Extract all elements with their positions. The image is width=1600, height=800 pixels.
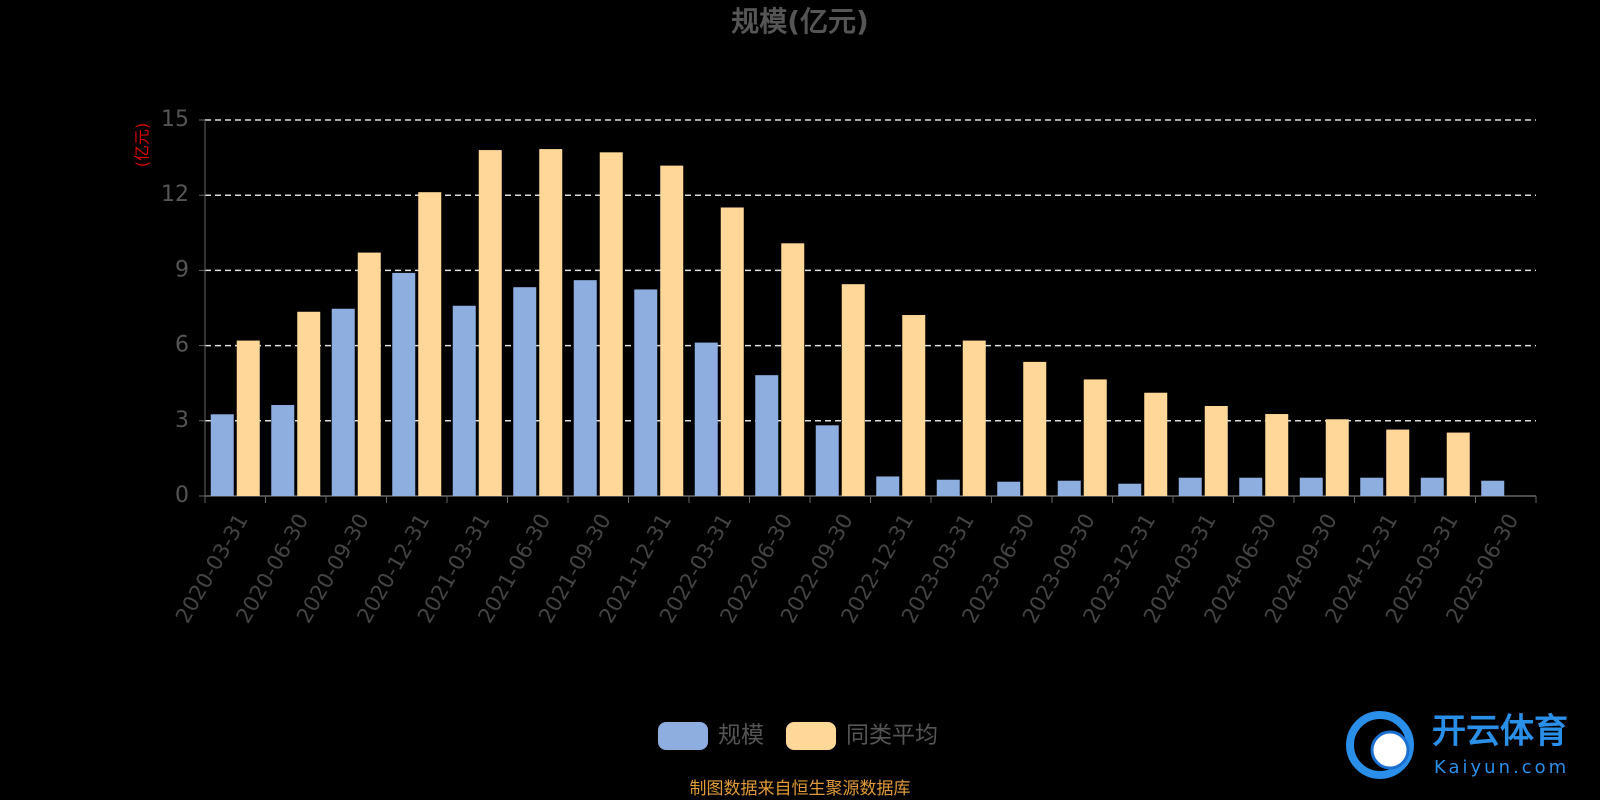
bar — [573, 280, 597, 496]
legend-label: 规模 — [718, 723, 764, 749]
bar — [478, 150, 502, 496]
bar — [599, 152, 623, 496]
y-axis-label: (亿元) — [133, 123, 152, 168]
bar — [1083, 379, 1107, 496]
bar — [418, 192, 442, 496]
bar — [1144, 392, 1168, 496]
bar — [1446, 432, 1470, 496]
bar — [1325, 419, 1349, 496]
bar — [1386, 429, 1410, 496]
chart-title: 规模(亿元) — [731, 5, 869, 38]
bar — [236, 340, 260, 496]
y-tick-label: 15 — [161, 107, 189, 132]
bar — [452, 305, 476, 496]
bar — [660, 165, 684, 496]
bar — [1265, 414, 1289, 496]
bar — [1057, 480, 1081, 496]
bar — [841, 284, 865, 496]
bar — [1420, 477, 1444, 496]
y-tick-label: 0 — [175, 483, 189, 508]
legend-swatch — [786, 722, 836, 750]
bar — [815, 425, 839, 496]
bar — [694, 342, 718, 496]
bar — [997, 481, 1021, 496]
bar — [1239, 477, 1263, 496]
source-note: 制图数据来自恒生聚源数据库 — [690, 779, 911, 799]
watermark: 开云体育 Kaiyun.com — [1346, 711, 1569, 779]
watermark-site: Kaiyun.com — [1434, 757, 1569, 778]
legend-label: 同类平均 — [846, 723, 938, 749]
legend-swatch — [658, 722, 708, 750]
bar — [357, 252, 381, 496]
bar — [634, 289, 658, 496]
bar — [1299, 477, 1323, 496]
bar — [331, 308, 355, 496]
bar — [539, 149, 563, 496]
bar — [962, 340, 986, 496]
y-tick-label: 6 — [175, 333, 189, 358]
bar — [1360, 477, 1384, 496]
bar — [876, 476, 900, 496]
bar — [902, 315, 926, 496]
bar — [781, 243, 805, 496]
logo-ball — [1370, 730, 1410, 770]
bar — [936, 479, 960, 496]
logo-ring — [1346, 711, 1414, 779]
bar — [720, 207, 744, 496]
bar — [210, 414, 234, 496]
bar — [1118, 483, 1142, 496]
bar — [1481, 480, 1505, 496]
y-tick-label: 12 — [161, 182, 189, 207]
bar — [271, 405, 295, 496]
bar — [513, 287, 537, 496]
bar — [1204, 406, 1228, 496]
y-tick-label: 9 — [175, 257, 189, 282]
bar — [755, 375, 779, 496]
y-tick-label: 3 — [175, 408, 189, 433]
bar — [297, 311, 321, 496]
bar — [392, 272, 416, 496]
bar — [1178, 477, 1202, 496]
bar — [1023, 361, 1047, 496]
watermark-brand: 开云体育 — [1432, 712, 1568, 752]
